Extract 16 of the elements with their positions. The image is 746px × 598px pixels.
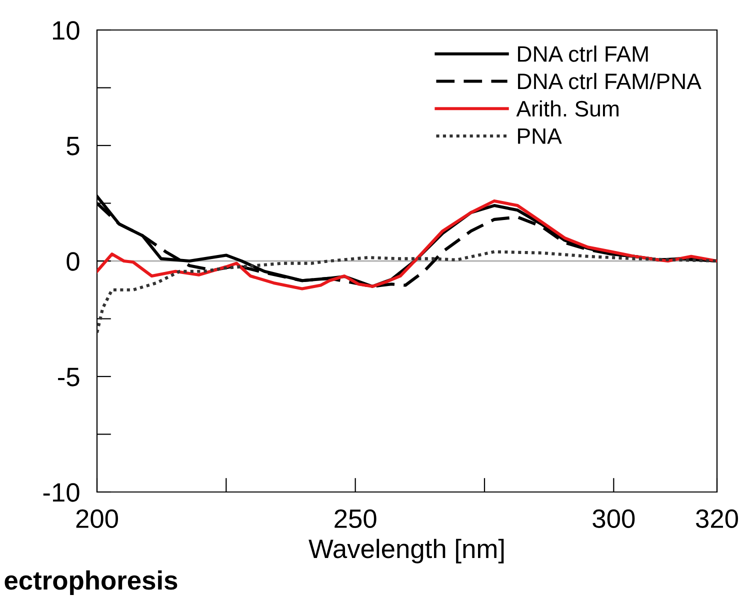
x-tick-label: 250 bbox=[334, 509, 376, 528]
y-tick-label: -10 bbox=[43, 483, 80, 502]
x-tick-label: 200 bbox=[76, 509, 118, 528]
x-tick-label: 300 bbox=[592, 509, 635, 528]
line-series bbox=[97, 250, 717, 334]
y-tick-label: 0 bbox=[66, 252, 80, 271]
x-axis-title: Wavelength [nm] bbox=[308, 538, 504, 564]
y-tick-label: -5 bbox=[58, 368, 80, 386]
x-tick-label: 320 bbox=[696, 509, 738, 528]
y-tick-label: 5 bbox=[66, 136, 80, 156]
legend-label: DNA ctrl FAM/PNA bbox=[518, 72, 702, 90]
legend-label: Arith. Sum bbox=[516, 100, 618, 117]
y-tick-label: 10 bbox=[52, 21, 80, 40]
text: ectrophoresis bbox=[4, 570, 178, 596]
legend-label: DNA ctrl FAM bbox=[518, 46, 648, 62]
legend-label: PNA bbox=[518, 128, 562, 144]
